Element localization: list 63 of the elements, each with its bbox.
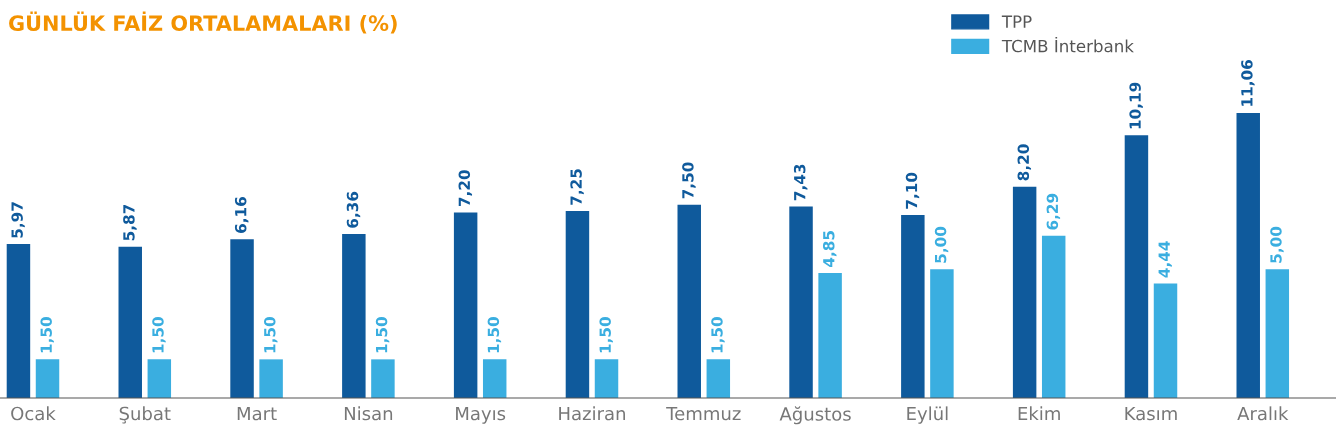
data-label: 10,19 bbox=[1129, 82, 1143, 129]
bar bbox=[789, 206, 813, 399]
bar bbox=[594, 359, 619, 399]
data-label: 1,50 bbox=[599, 317, 613, 353]
bar bbox=[1153, 283, 1178, 399]
x-tick-label: Ocak bbox=[11, 406, 56, 421]
data-label: 5,97 bbox=[11, 202, 25, 238]
data-label: 11,06 bbox=[1241, 60, 1255, 106]
legend-label: TCMB İnterbank bbox=[1001, 36, 1134, 53]
data-label: 1,50 bbox=[263, 317, 278, 353]
data-label: 7,25 bbox=[570, 169, 584, 205]
bar bbox=[677, 204, 701, 399]
data-label: 7,10 bbox=[905, 172, 920, 209]
x-tick-label: Temmuz bbox=[666, 406, 741, 421]
x-tick-label: Mart bbox=[237, 406, 277, 421]
data-label: 5,00 bbox=[934, 226, 949, 263]
bar bbox=[230, 239, 254, 399]
data-label: 7,50 bbox=[682, 162, 696, 199]
chart-title: GÜNLÜK FAİZ ORTALAMALARI (%) bbox=[9, 11, 397, 34]
legend-label: TPP bbox=[1001, 15, 1032, 28]
bar bbox=[482, 359, 507, 399]
x-tick-label: Kasım bbox=[1125, 406, 1177, 421]
data-label: 7,20 bbox=[458, 170, 473, 207]
x-tick-label: Eylül bbox=[907, 406, 948, 424]
data-label: 8,20 bbox=[1017, 144, 1032, 181]
data-label: 5,00 bbox=[1270, 226, 1284, 263]
bar bbox=[342, 234, 366, 399]
bar bbox=[1041, 235, 1066, 399]
data-label: 1,50 bbox=[711, 317, 725, 353]
data-label: 4,85 bbox=[822, 231, 837, 267]
bar bbox=[259, 359, 283, 399]
bar bbox=[930, 269, 954, 399]
data-label: 6,16 bbox=[234, 197, 249, 233]
bar bbox=[453, 212, 478, 399]
x-tick-label: Aralık bbox=[1237, 406, 1289, 421]
data-label: 1,50 bbox=[487, 317, 502, 353]
x-tick-label: Ekim bbox=[1018, 406, 1060, 421]
bar bbox=[1124, 135, 1149, 399]
bar bbox=[1265, 269, 1290, 399]
data-label: 5,87 bbox=[123, 204, 137, 241]
bar bbox=[1012, 186, 1037, 399]
bar bbox=[371, 359, 395, 399]
x-tick-label: Ağustos bbox=[779, 406, 851, 425]
data-label: 1,50 bbox=[152, 317, 166, 353]
bar bbox=[118, 246, 142, 399]
data-label: 1,50 bbox=[40, 317, 54, 353]
data-label: 7,43 bbox=[793, 164, 808, 201]
bar bbox=[147, 359, 172, 399]
bar bbox=[901, 214, 925, 399]
data-label: 6,29 bbox=[1046, 193, 1061, 230]
x-tick-label: Mayıs bbox=[456, 406, 506, 424]
bar bbox=[1236, 112, 1260, 399]
bar bbox=[565, 211, 590, 399]
data-label: 1,50 bbox=[375, 317, 390, 353]
bar bbox=[35, 359, 60, 399]
bar bbox=[6, 244, 31, 399]
x-tick-label: Nisan bbox=[344, 406, 393, 421]
data-label: 4,44 bbox=[1158, 241, 1172, 278]
x-tick-label: Şubat bbox=[119, 406, 171, 424]
data-label: 6,36 bbox=[346, 191, 361, 228]
x-tick-label: Haziran bbox=[559, 406, 625, 421]
bar bbox=[818, 272, 842, 399]
bar bbox=[706, 359, 731, 399]
